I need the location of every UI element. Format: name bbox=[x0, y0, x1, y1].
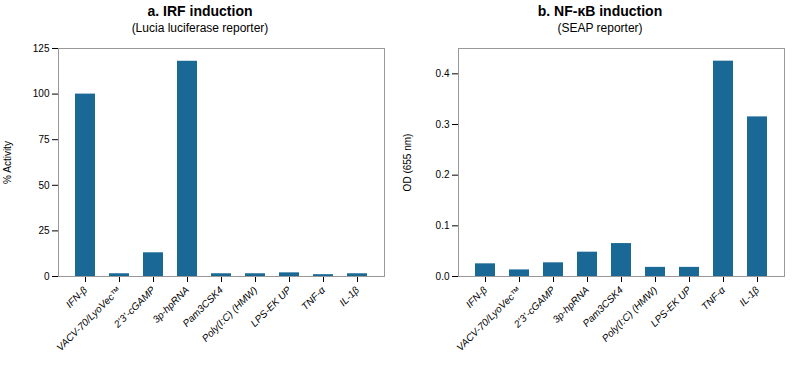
svg-text:OD (655 nm): OD (655 nm) bbox=[402, 134, 413, 192]
svg-text:Pam3CSK4: Pam3CSK4 bbox=[580, 284, 626, 329]
svg-text:50: 50 bbox=[38, 180, 50, 191]
svg-text:3p-hpRNA: 3p-hpRNA bbox=[550, 284, 592, 325]
svg-text:2’3’-cGAMP: 2’3’-cGAMP bbox=[511, 284, 557, 330]
svg-text:IFN-β: IFN-β bbox=[64, 284, 90, 310]
svg-text:% Activity: % Activity bbox=[2, 141, 13, 184]
svg-text:0.0: 0.0 bbox=[436, 271, 450, 282]
svg-text:125: 125 bbox=[33, 43, 50, 54]
svg-text:IFN-β: IFN-β bbox=[464, 284, 490, 310]
svg-text:3p-hpRNA: 3p-hpRNA bbox=[150, 284, 192, 325]
svg-text:Poly(I:C) (HMW): Poly(I:C) (HMW) bbox=[600, 284, 660, 344]
html-text:(SEAP reporter): (SEAP reporter) bbox=[557, 21, 643, 35]
svg-text:TNF-α: TNF-α bbox=[299, 284, 327, 312]
html-text:b. NF-κB induction: b. NF-κB induction bbox=[537, 3, 663, 19]
svg-text:25: 25 bbox=[38, 225, 50, 236]
svg-text:Pam3CSK4: Pam3CSK4 bbox=[180, 284, 226, 329]
svg-text:LPS-EK UP: LPS-EK UP bbox=[648, 284, 693, 329]
svg-text:VACV-70/LyoVec™: VACV-70/LyoVec™ bbox=[454, 284, 523, 353]
html-text:(Lucia luciferase reporter): (Lucia luciferase reporter) bbox=[131, 21, 269, 35]
svg-text:0: 0 bbox=[44, 271, 50, 282]
svg-text:0.4: 0.4 bbox=[436, 68, 450, 79]
svg-text:0.3: 0.3 bbox=[436, 119, 450, 130]
svg-text:100: 100 bbox=[33, 88, 50, 99]
svg-text:0.2: 0.2 bbox=[436, 169, 450, 180]
svg-text:TNF-α: TNF-α bbox=[699, 284, 727, 312]
svg-text:LPS-EK UP: LPS-EK UP bbox=[248, 284, 293, 329]
svg-text:IL-1β: IL-1β bbox=[337, 284, 361, 308]
html-text:a. IRF induction: a. IRF induction bbox=[147, 3, 253, 19]
svg-text:0.1: 0.1 bbox=[436, 220, 450, 231]
svg-text:Poly(I:C) (HMW): Poly(I:C) (HMW) bbox=[200, 284, 260, 344]
svg-text:VACV-70/LyoVec™: VACV-70/LyoVec™ bbox=[54, 284, 123, 353]
svg-text:2’3’-cGAMP: 2’3’-cGAMP bbox=[111, 284, 157, 330]
svg-text:75: 75 bbox=[38, 134, 50, 145]
svg-text:IL-1β: IL-1β bbox=[737, 284, 761, 308]
